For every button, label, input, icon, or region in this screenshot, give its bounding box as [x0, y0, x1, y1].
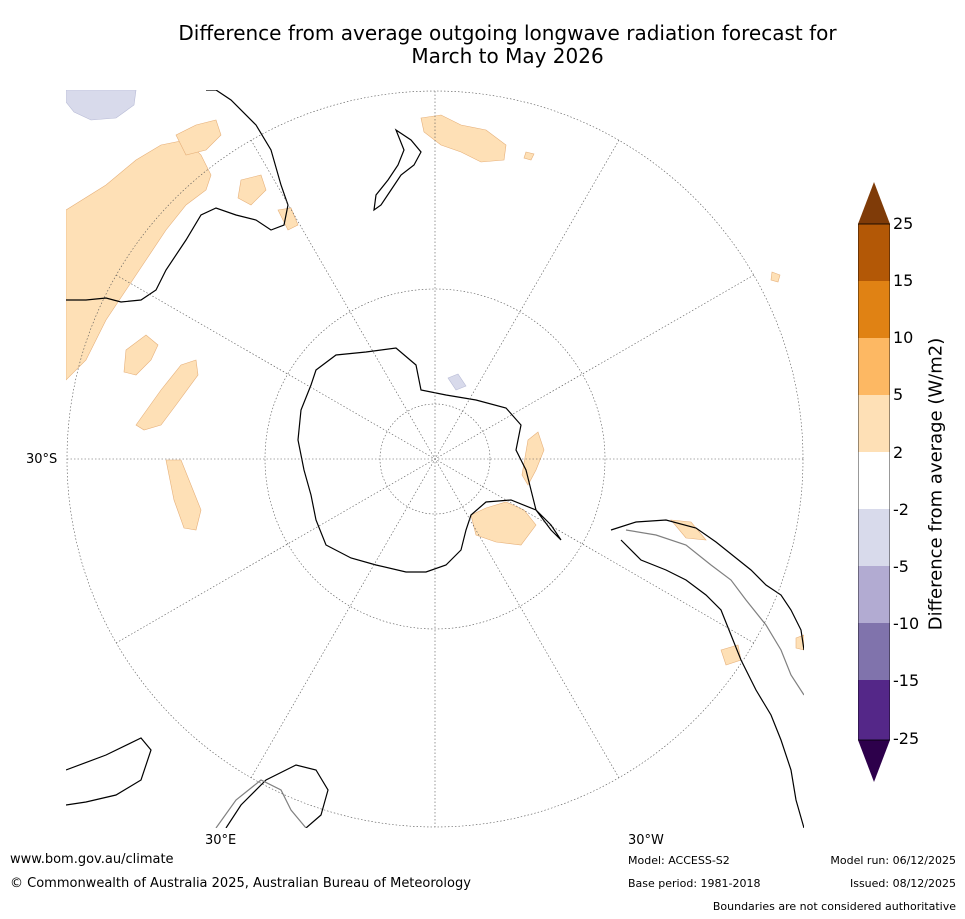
footer-model-run: Model run: 06/12/2025 [830, 854, 956, 867]
anomaly-region-west-3 [165, 459, 202, 531]
colorbar-bin-neg15-neg10 [858, 623, 890, 680]
boundary-africa [215, 779, 307, 828]
coastline-antarctica [297, 347, 562, 573]
positive-anomaly-regions [66, 114, 804, 666]
footer-website: www.bom.gov.au/climate [10, 852, 174, 867]
colorbar-tick-neg5: -5 [893, 557, 909, 576]
colorbar-bin-15-25 [858, 224, 890, 281]
graticule-circle-mid [264, 288, 606, 630]
anomaly-region-antarctic-peninsula [521, 431, 545, 486]
anomaly-region-atlantic-2 [770, 271, 781, 283]
map-svg [66, 90, 804, 828]
footer-base-period: Base period: 1981-2018 [628, 877, 761, 890]
colorbar-bin-2-5 [858, 395, 890, 452]
colorbar-bin-5-10 [858, 338, 890, 395]
footer-disclaimer: Boundaries are not considered authoritat… [712, 900, 956, 913]
colorbar-extend-max [858, 182, 890, 224]
anomaly-region-weddell [470, 501, 537, 546]
colorbar-tick-25: 25 [893, 214, 914, 233]
footer-issued: Issued: 08/12/2025 [849, 877, 956, 890]
colorbar-tick-neg10: -10 [893, 614, 920, 633]
label-lat-30s: 30°S [26, 452, 58, 467]
coastline-australia [66, 90, 289, 303]
anomaly-region-west-1 [123, 334, 159, 376]
anomaly-region-indian-ocean-1 [175, 119, 222, 156]
anomaly-region-negative-northwest [66, 90, 137, 121]
graticule [66, 90, 804, 828]
colorbar-tick-neg25: -25 [893, 729, 920, 748]
colorbar-tick-15: 15 [893, 271, 914, 290]
colorbar-tick-neg2: -2 [893, 500, 909, 519]
anomaly-region-west-2 [135, 359, 199, 431]
boundaries [215, 529, 804, 828]
colorbar-bin-10-15 [858, 281, 890, 338]
colorbar-bin-neg25-neg15 [858, 680, 890, 740]
colorbar-tick-10: 10 [893, 328, 914, 347]
anomaly-region-pacific-small [523, 151, 535, 161]
coastline-new-zealand [373, 128, 422, 212]
chart-title-line2: March to May 2026 [411, 44, 604, 68]
chart-title-line1: Difference from average outgoing longwav… [178, 21, 837, 45]
colorbar [858, 182, 890, 782]
negative-anomaly-regions [66, 90, 467, 391]
anomaly-region-australia [66, 139, 212, 381]
coastline-madagascar [225, 764, 329, 828]
colorbar-extend-min [858, 740, 890, 782]
anomaly-region-atlantic-1 [720, 644, 742, 666]
label-lon-30w: 30°W [628, 833, 664, 848]
colorbar-tick-neg15: -15 [893, 671, 920, 690]
anomaly-region-indian-ocean-2 [237, 174, 267, 206]
colorbar-bin-neg2-2 [858, 452, 890, 509]
colorbar-title: Difference from average (W/m2) [925, 337, 947, 631]
coastline-africa [66, 737, 152, 806]
chart-title: Difference from average outgoing longwav… [0, 22, 965, 68]
boundary-south-america [625, 529, 804, 696]
polar-map [66, 90, 804, 828]
label-lon-30e: 30°E [205, 833, 237, 848]
colorbar-tick-2: 2 [893, 443, 904, 462]
anomaly-region-south-america [670, 519, 707, 541]
anomaly-region-pacific [420, 114, 507, 163]
coastlines [66, 90, 804, 828]
footer-copyright: © Commonwealth of Australia 2025, Austra… [10, 876, 471, 891]
footer-model: Model: ACCESS-S2 [628, 854, 730, 867]
graticule-meridian-150 [250, 139, 620, 779]
anomaly-region-negative-ross [447, 373, 467, 391]
colorbar-tick-5: 5 [893, 385, 904, 404]
colorbar-bin-neg5-neg2 [858, 509, 890, 566]
coastline-south-america [610, 519, 804, 651]
coastline-south-america-2 [620, 539, 804, 828]
colorbar-bin-neg10-neg5 [858, 566, 890, 623]
